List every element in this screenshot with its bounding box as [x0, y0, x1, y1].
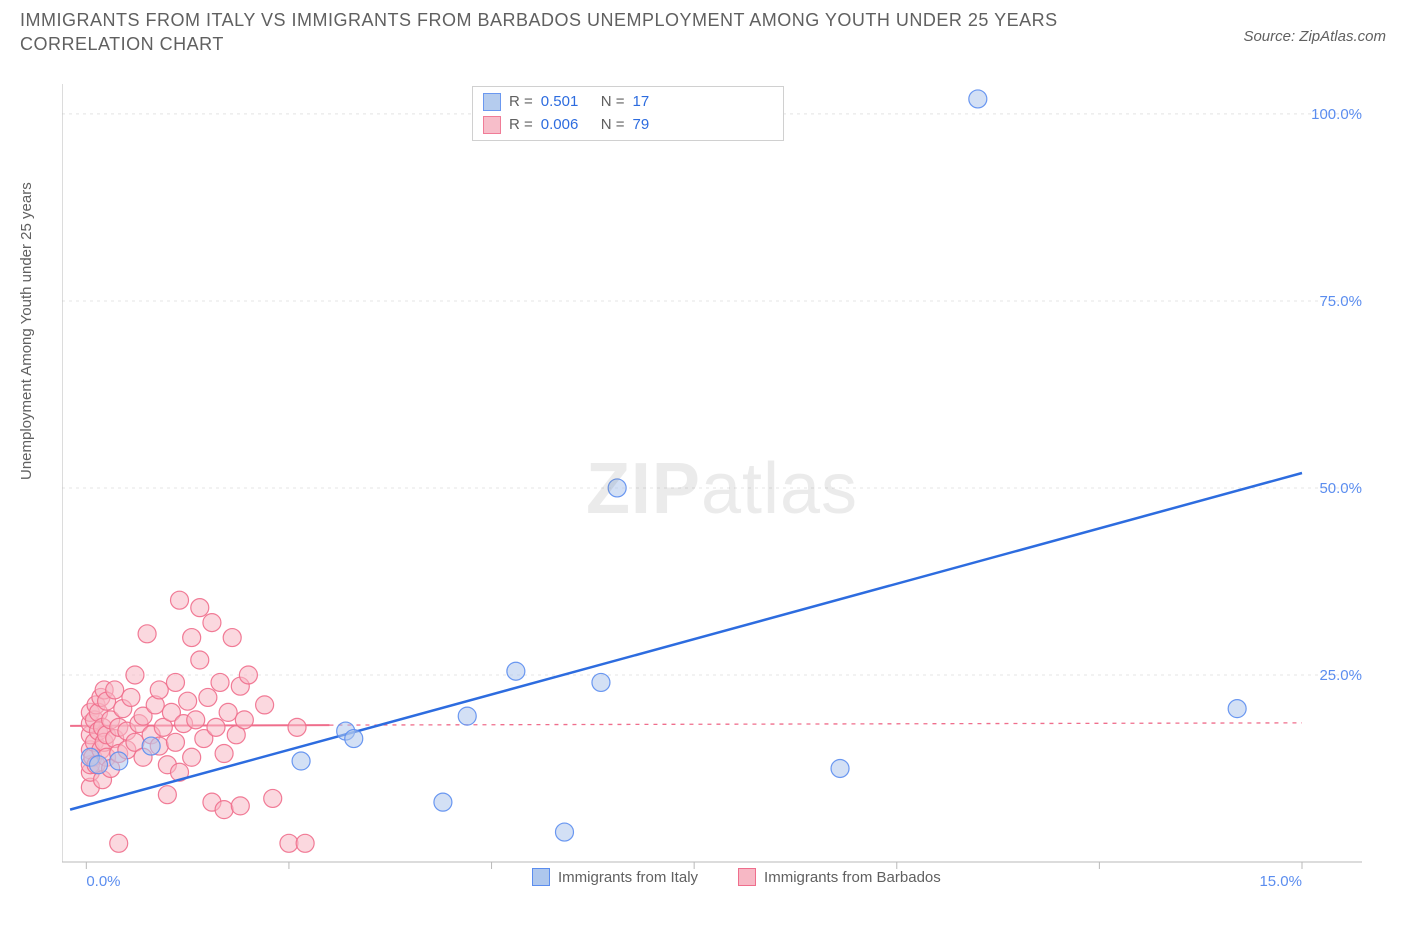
series-legend: Immigrants from Italy Immigrants from Ba…	[532, 868, 941, 886]
chart-area: 0.0%15.0%25.0%50.0%75.0%100.0% ZIPatlas …	[62, 84, 1382, 894]
legend-swatch	[738, 868, 756, 886]
legend-swatch	[532, 868, 550, 886]
stat-r-value: 0.501	[541, 91, 593, 114]
stat-r-label: R =	[509, 114, 533, 137]
stat-n-label: N =	[601, 91, 625, 114]
stat-n-value: 79	[633, 114, 650, 137]
stat-n-label: N =	[601, 114, 625, 137]
svg-text:50.0%: 50.0%	[1319, 480, 1362, 497]
legend-label: Immigrants from Barbados	[764, 869, 941, 886]
scatter-chart: 0.0% 15.0% 25.0% 50.0% 75.0% 100.0%	[62, 84, 1382, 894]
svg-text:15.0%: 15.0%	[1259, 873, 1302, 890]
stat-r-value: 0.006	[541, 114, 593, 137]
legend-swatch	[483, 93, 501, 111]
svg-text:25.0%: 25.0%	[1319, 667, 1362, 684]
svg-text:75.0%: 75.0%	[1319, 293, 1362, 310]
stats-legend-row: R = 0.006 N = 79	[483, 114, 773, 137]
source-label: Source: ZipAtlas.com	[1243, 28, 1386, 45]
svg-text:0.0%: 0.0%	[86, 873, 120, 890]
stat-r-label: R =	[509, 91, 533, 114]
stats-legend: R = 0.501 N = 17 R = 0.006 N = 79	[472, 86, 784, 141]
legend-item: Immigrants from Italy	[532, 868, 698, 886]
legend-label: Immigrants from Italy	[558, 869, 698, 886]
legend-item: Immigrants from Barbados	[738, 868, 941, 886]
y-axis-label: Unemployment Among Youth under 25 years	[18, 182, 35, 480]
chart-title: IMMIGRANTS FROM ITALY VS IMMIGRANTS FROM…	[20, 8, 1120, 57]
stat-n-value: 17	[633, 91, 650, 114]
svg-text:100.0%: 100.0%	[1311, 106, 1362, 123]
stats-legend-row: R = 0.501 N = 17	[483, 91, 773, 114]
legend-swatch	[483, 116, 501, 134]
